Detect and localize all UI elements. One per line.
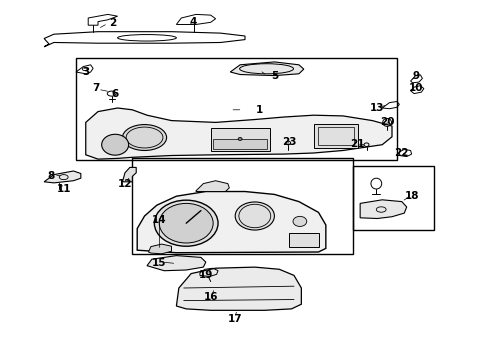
Text: 17: 17: [228, 314, 243, 324]
Text: 21: 21: [350, 139, 365, 149]
Polygon shape: [137, 192, 326, 253]
Text: 19: 19: [198, 270, 213, 280]
Polygon shape: [176, 267, 301, 310]
Bar: [289, 233, 318, 247]
Bar: [76, 58, 397, 160]
Text: 14: 14: [152, 215, 167, 225]
Polygon shape: [86, 108, 392, 159]
Text: 2: 2: [109, 18, 116, 28]
Ellipse shape: [122, 125, 167, 150]
Bar: [211, 128, 270, 151]
Text: 4: 4: [190, 17, 197, 27]
Bar: [132, 158, 353, 254]
Text: 12: 12: [118, 179, 132, 189]
Text: 15: 15: [152, 258, 167, 268]
Polygon shape: [196, 181, 229, 192]
Text: 18: 18: [404, 191, 419, 201]
Bar: [318, 127, 354, 145]
Ellipse shape: [238, 138, 242, 140]
Polygon shape: [44, 171, 81, 183]
Text: 16: 16: [203, 292, 218, 302]
Polygon shape: [148, 244, 172, 254]
Polygon shape: [360, 200, 407, 219]
Text: 23: 23: [282, 137, 296, 147]
Bar: [353, 166, 434, 230]
Polygon shape: [147, 256, 206, 271]
Text: 3: 3: [82, 67, 89, 77]
Text: 5: 5: [271, 71, 278, 81]
Bar: [314, 124, 358, 148]
Text: 10: 10: [409, 83, 424, 93]
Ellipse shape: [154, 200, 218, 246]
Text: 7: 7: [92, 83, 99, 93]
Ellipse shape: [102, 134, 128, 155]
Ellipse shape: [293, 216, 307, 226]
Ellipse shape: [159, 203, 213, 243]
Text: 22: 22: [394, 148, 409, 158]
Text: 6: 6: [112, 89, 119, 99]
Text: 9: 9: [413, 71, 420, 81]
Polygon shape: [122, 167, 136, 182]
Text: 20: 20: [380, 117, 394, 127]
Text: 13: 13: [370, 103, 385, 113]
Bar: [213, 139, 267, 149]
Text: 8: 8: [48, 171, 55, 181]
Polygon shape: [230, 62, 304, 76]
Text: 11: 11: [56, 184, 71, 194]
Text: 1: 1: [256, 105, 263, 115]
Ellipse shape: [235, 202, 274, 230]
